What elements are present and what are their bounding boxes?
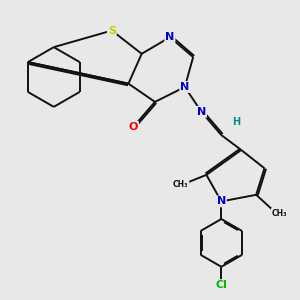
- Text: Cl: Cl: [215, 280, 227, 290]
- Text: N: N: [197, 107, 206, 117]
- Text: S: S: [108, 26, 116, 36]
- Text: N: N: [180, 82, 190, 92]
- Text: N: N: [217, 196, 226, 206]
- Text: O: O: [129, 122, 138, 132]
- Text: H: H: [232, 117, 240, 127]
- Text: CH₃: CH₃: [272, 208, 287, 217]
- Text: CH₃: CH₃: [173, 180, 189, 189]
- Text: N: N: [165, 32, 175, 42]
